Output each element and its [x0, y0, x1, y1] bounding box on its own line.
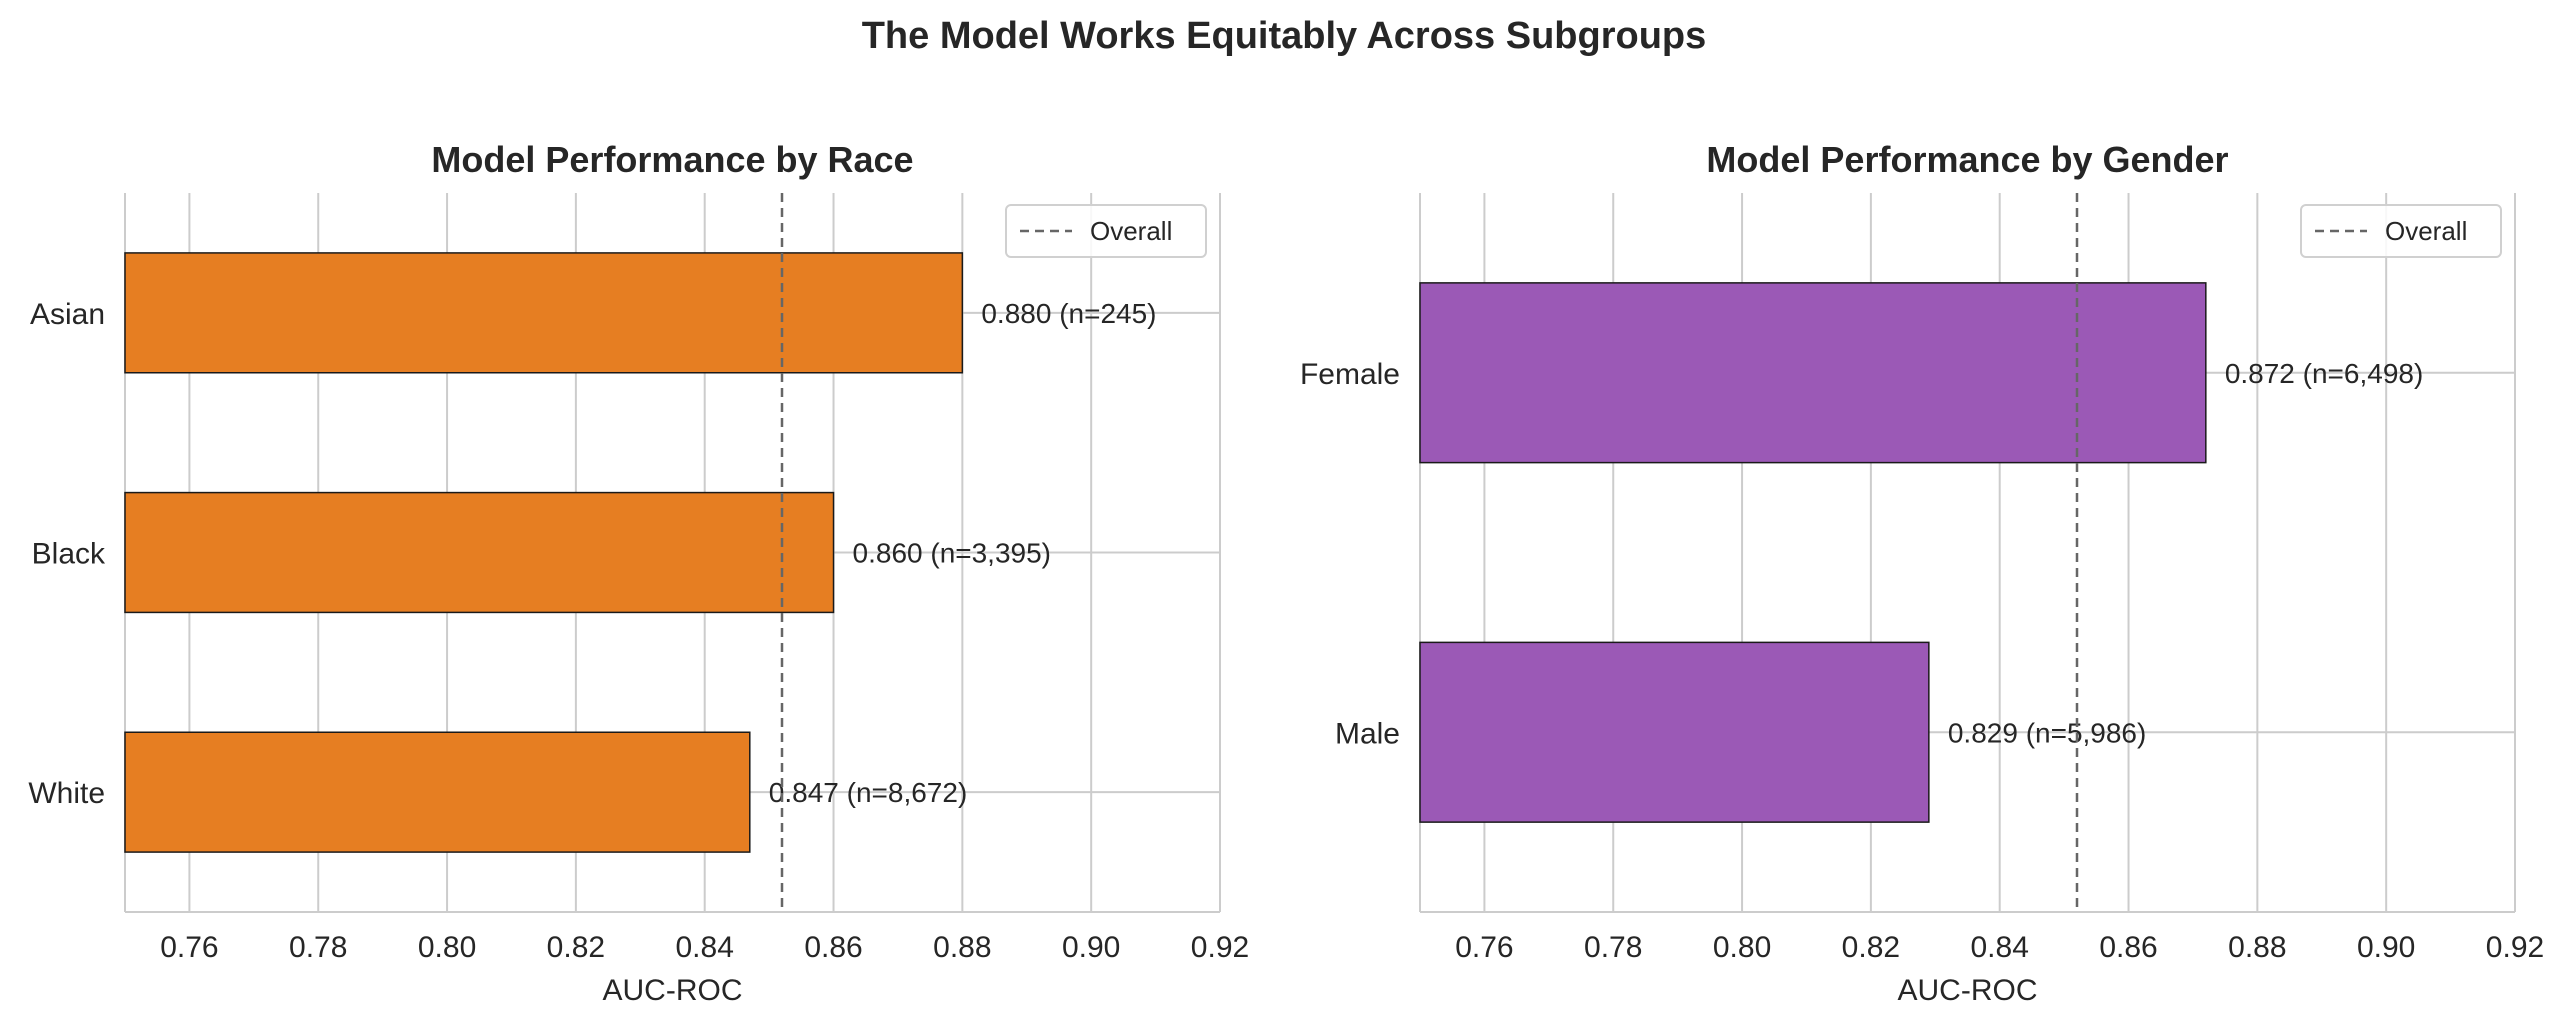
x-axis-label: AUC-ROC [1898, 974, 2038, 1007]
x-tick-label: 0.76 [160, 931, 218, 964]
figure-title: The Model Works Equitably Across Subgrou… [862, 15, 1707, 57]
x-tick-label: 0.92 [2486, 931, 2544, 964]
bar-value-label: 0.847 (n=8,672) [769, 777, 968, 808]
x-tick-label: 0.84 [1971, 931, 2029, 964]
x-tick-label: 0.88 [933, 931, 991, 964]
bar-male [1419, 641, 1930, 823]
x-tick-label: 0.82 [547, 931, 605, 964]
bar-value-label: 0.880 (n=245) [981, 298, 1156, 329]
legend: Overall [2300, 204, 2502, 258]
x-tick-label: 0.78 [1584, 931, 1642, 964]
x-axis-label: AUC-ROC [603, 974, 743, 1007]
x-tick-label: 0.78 [289, 931, 347, 964]
legend: Overall [1005, 204, 1207, 258]
bar-black [124, 491, 835, 614]
x-tick-label: 0.80 [418, 931, 476, 964]
y-tick-label: Black [32, 538, 106, 571]
x-tick-label: 0.90 [1062, 931, 1120, 964]
race-panel: Model Performance by Race 0.76 0.78 0.80 0.8… [28, 139, 1249, 1007]
x-tick-label: 0.82 [1842, 931, 1900, 964]
bar-value-label: 0.860 (n=3,395) [853, 538, 1052, 569]
x-tick-label: 0.80 [1713, 931, 1771, 964]
y-tick-label: Male [1335, 717, 1400, 750]
x-tick-label: 0.86 [804, 931, 862, 964]
x-tick-label: 0.90 [2357, 931, 2415, 964]
bar-value-label: 0.829 (n=5,986) [1948, 717, 2147, 748]
legend-box [1005, 204, 1207, 258]
bar-white [124, 731, 751, 853]
legend-label: Overall [1090, 216, 1172, 246]
legend-box [2300, 204, 2502, 258]
legend-label: Overall [2385, 216, 2467, 246]
x-tick-label: 0.88 [2228, 931, 2286, 964]
panel-title: Model Performance by Race [431, 139, 913, 180]
y-tick-label: Female [1300, 358, 1400, 391]
bar-asian [124, 252, 964, 374]
x-tick-label: 0.84 [676, 931, 734, 964]
x-tick-label: 0.76 [1455, 931, 1513, 964]
gender-panel: Model Performance by Gender 0.76 0.78 0.80 0… [1300, 139, 2544, 1007]
x-tick-label: 0.86 [2099, 931, 2157, 964]
panel-title: Model Performance by Gender [1706, 139, 2228, 180]
y-tick-label: White [28, 777, 105, 810]
y-tick-label: Asian [30, 298, 105, 331]
bar-value-label: 0.872 (n=6,498) [2225, 358, 2424, 389]
bar-female [1419, 282, 2207, 464]
x-tick-label: 0.92 [1191, 931, 1249, 964]
